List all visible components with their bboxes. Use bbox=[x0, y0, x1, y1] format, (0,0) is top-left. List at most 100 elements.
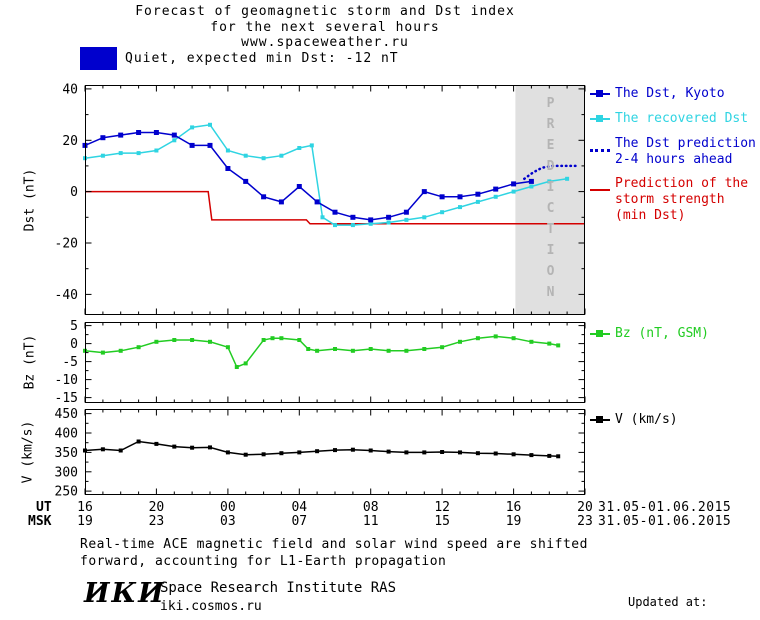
ut-tick-label: 00 bbox=[220, 500, 236, 515]
ut-tick-label: 16 bbox=[77, 500, 93, 515]
legend-item-dst-kyoto: The Dst, Kyoto bbox=[590, 86, 725, 102]
title-line-1: Forecast of geomagnetic storm and Dst in… bbox=[135, 4, 515, 19]
dst-prediction-legend-marker-icon bbox=[590, 149, 610, 152]
dst-kyoto-legend-label: The Dst, Kyoto bbox=[615, 86, 725, 101]
quiet-status-swatch bbox=[80, 47, 117, 70]
y-tick-label: -10 bbox=[55, 373, 78, 388]
dst-prediction-legend-label: The Dst prediction 2-4 hours ahead bbox=[615, 136, 756, 168]
marker-bz bbox=[297, 338, 302, 342]
marker-dst-recovered bbox=[547, 179, 552, 184]
msk-tick-label: 15 bbox=[434, 514, 450, 529]
dst-prediction-legend-line2: 2-4 hours ahead bbox=[615, 152, 733, 167]
legend-item-dst-recovered: The recovered Dst bbox=[590, 111, 748, 127]
marker-dst-kyoto bbox=[386, 214, 392, 220]
marker-dst-recovered bbox=[309, 143, 314, 148]
marker-dst-kyoto bbox=[511, 181, 517, 187]
y-tick-label: 350 bbox=[55, 446, 78, 461]
marker-bz bbox=[493, 334, 498, 339]
marker-v bbox=[556, 454, 561, 459]
v-legend-marker-icon bbox=[590, 416, 610, 423]
updated-block: Updated at: UT 16:04, 01.06.2015 MSK 19:… bbox=[604, 564, 756, 620]
legend-marker-square bbox=[596, 115, 603, 122]
marker-bz bbox=[306, 347, 311, 351]
status-label: Quiet, expected min Dst: -12 nT bbox=[125, 51, 399, 66]
marker-bz bbox=[440, 345, 445, 350]
marker-v bbox=[243, 452, 248, 457]
marker-dst-recovered bbox=[511, 189, 516, 194]
marker-dst-kyoto bbox=[350, 214, 356, 220]
marker-dst-kyoto bbox=[493, 186, 499, 192]
axis-ticks bbox=[84, 409, 586, 495]
marker-v bbox=[190, 445, 195, 450]
marker-v bbox=[279, 451, 284, 456]
msk-axis-name: MSK bbox=[28, 514, 52, 529]
marker-v bbox=[440, 450, 445, 454]
msk-tick-label: 11 bbox=[362, 514, 379, 529]
marker-dst-kyoto bbox=[261, 194, 267, 200]
marker-dst-kyoto bbox=[207, 142, 213, 148]
marker-dst-recovered bbox=[458, 205, 462, 210]
marker-dst-recovered bbox=[243, 153, 248, 158]
y-tick-label: -5 bbox=[62, 355, 78, 370]
marker-bz bbox=[315, 348, 320, 353]
legend-marker-square bbox=[596, 90, 603, 97]
marker-v bbox=[511, 452, 516, 457]
dst-chart: 40 20 0 -20 -40 bbox=[55, 82, 586, 315]
legend-marker-square bbox=[596, 416, 603, 423]
bz-axis-label: Bz (nT) bbox=[22, 334, 38, 390]
marker-dst-kyoto bbox=[475, 191, 481, 197]
prediction-band bbox=[515, 85, 585, 315]
marker-bz bbox=[368, 347, 373, 351]
marker-dst-recovered bbox=[154, 148, 159, 153]
series-group bbox=[83, 334, 561, 369]
marker-dst-recovered bbox=[118, 151, 123, 156]
plot-frame bbox=[85, 85, 585, 315]
marker-dst-recovered bbox=[279, 153, 284, 158]
bz-chart: 5 0 -5 -10 -15 bbox=[55, 319, 586, 406]
y-tick-label: -20 bbox=[55, 237, 78, 252]
legend-item-storm-strength: Prediction of the storm strength (min Ds… bbox=[590, 176, 748, 224]
institute-name: Space Research Institute RAS bbox=[160, 580, 397, 596]
y-tick-labels: 450 400 350 300 250 bbox=[55, 407, 78, 498]
marker-v bbox=[493, 451, 498, 456]
marker-dst-kyoto bbox=[457, 194, 463, 200]
marker-dst-kyoto bbox=[421, 189, 427, 195]
y-tick-label: 0 bbox=[70, 185, 78, 200]
y-tick-label: 20 bbox=[62, 134, 78, 149]
marker-dst-recovered bbox=[261, 156, 266, 161]
marker-dst-kyoto bbox=[136, 130, 142, 135]
footer-note-line2: forward, accounting for L1-Earth propaga… bbox=[80, 554, 447, 569]
series-dst-recovered bbox=[84, 123, 568, 226]
marker-dst-kyoto bbox=[100, 135, 106, 141]
dst-prediction-legend-line1: The Dst prediction bbox=[615, 136, 756, 151]
msk-tick-label: 03 bbox=[220, 514, 236, 529]
legend-item-v: V (km/s) bbox=[590, 412, 678, 428]
marker-bz bbox=[422, 347, 427, 351]
ut-axis-row: UT 31.05-01.06.2015 16 20 00 04 08 12 16 20 bbox=[0, 500, 760, 515]
marker-v bbox=[404, 450, 409, 455]
marker-dst-recovered bbox=[225, 148, 230, 153]
dst-recovered-legend-marker-icon bbox=[590, 115, 610, 122]
marker-dst-kyoto bbox=[171, 132, 177, 138]
y-tick-label: -15 bbox=[55, 391, 78, 406]
legend-item-bz: Bz (nT, GSM) bbox=[590, 326, 709, 342]
marker-dst-kyoto bbox=[296, 184, 302, 189]
marker-dst-recovered bbox=[350, 223, 355, 228]
marker-dst-recovered bbox=[475, 199, 480, 204]
y-tick-labels: 5 0 -5 -10 -15 bbox=[55, 319, 78, 406]
marker-dst-recovered bbox=[297, 146, 302, 150]
marker-bz bbox=[279, 336, 284, 341]
marker-v bbox=[333, 448, 337, 453]
marker-dst-recovered bbox=[386, 220, 391, 225]
msk-tick-label: 19 bbox=[505, 514, 522, 529]
marker-bz bbox=[556, 343, 561, 348]
y-tick-label: 300 bbox=[55, 465, 78, 480]
dst-kyoto-legend-marker-icon bbox=[590, 90, 610, 97]
msk-tick-label: 07 bbox=[291, 514, 308, 529]
bz-legend-marker-icon bbox=[590, 330, 610, 337]
marker-v bbox=[386, 449, 391, 454]
series-storm-strength bbox=[85, 190, 585, 225]
marker-dst-recovered bbox=[404, 217, 409, 222]
bz-legend-label: Bz (nT, GSM) bbox=[615, 326, 709, 341]
marker-bz bbox=[547, 341, 552, 346]
